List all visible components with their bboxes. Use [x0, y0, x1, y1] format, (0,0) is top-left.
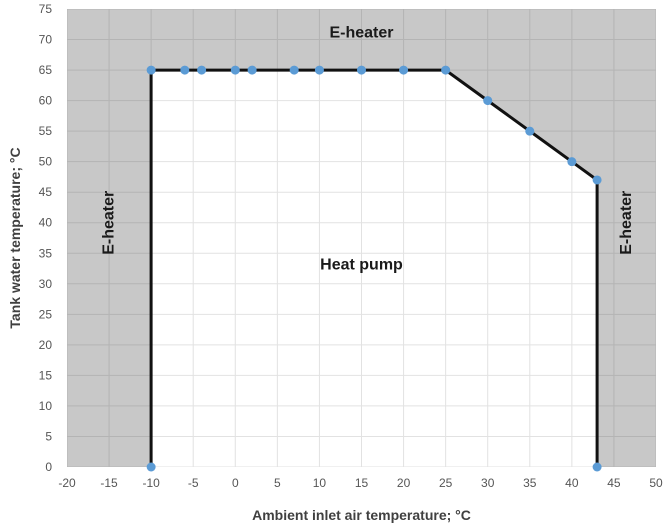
- heat-pump-region: [151, 70, 598, 467]
- x-tick-label: 30: [481, 476, 495, 490]
- x-tick-label: -10: [142, 476, 160, 490]
- region-label: Heat pump: [320, 257, 403, 274]
- y-tick-label: 40: [39, 216, 53, 230]
- y-tick-label: 45: [39, 185, 53, 199]
- data-point: [441, 65, 451, 75]
- x-tick-label: 45: [607, 476, 621, 490]
- x-tick-label: 50: [649, 476, 663, 490]
- x-tick-label: 5: [274, 476, 281, 490]
- y-tick-label: 75: [39, 2, 53, 16]
- y-tick-label: 30: [39, 277, 53, 291]
- data-point: [399, 65, 409, 75]
- data-point: [483, 96, 493, 106]
- data-point: [146, 462, 156, 472]
- y-tick-label: 10: [39, 399, 53, 413]
- data-point: [525, 126, 535, 136]
- data-point: [289, 65, 299, 75]
- operating-boundary-line: [149, 68, 599, 467]
- y-tick-labels: 0 5 10 15 20 25 30 35 40 45 50 55 60 65 70 75: [39, 2, 53, 474]
- x-axis-title: Ambient inlet air temperature; °C: [252, 507, 471, 523]
- y-tick-label: 15: [39, 368, 53, 382]
- y-tick-label: 5: [45, 429, 52, 443]
- data-point: [197, 65, 207, 75]
- y-tick-label: 70: [39, 33, 53, 47]
- x-tick-label: -5: [188, 476, 199, 490]
- x-tick-label: 0: [232, 476, 239, 490]
- region-label: E-heater: [329, 25, 393, 42]
- x-tick-label: 15: [355, 476, 369, 490]
- y-tick-label: 65: [39, 63, 53, 77]
- y-tick-label: 20: [39, 338, 53, 352]
- data-point: [230, 65, 240, 75]
- region-label: E-heater: [100, 191, 117, 255]
- x-tick-label: -15: [100, 476, 118, 490]
- y-tick-label: 60: [39, 94, 53, 108]
- x-tick-labels: -20 -15 -10 -5 0 5 10 15 20 25 30 35 40 45 50: [58, 476, 663, 490]
- y-tick-label: 25: [39, 307, 53, 321]
- x-tick-label: 35: [523, 476, 537, 490]
- x-tick-label: 20: [397, 476, 411, 490]
- data-point: [592, 175, 602, 185]
- region-labels: E-heater E-heater E-heater Heat pump: [100, 25, 634, 274]
- data-markers: [146, 65, 602, 472]
- data-point: [592, 462, 602, 472]
- y-axis-title: Tank water temperature; °C: [7, 147, 23, 328]
- y-tick-label: 35: [39, 246, 53, 260]
- x-tick-label: 25: [439, 476, 453, 490]
- region-label: E-heater: [618, 191, 635, 255]
- data-point: [146, 65, 156, 75]
- data-point: [357, 65, 366, 75]
- data-point: [314, 65, 324, 75]
- y-tick-label: 55: [39, 124, 53, 138]
- x-tick-label: 40: [565, 476, 579, 490]
- data-point: [180, 65, 190, 75]
- x-tick-label: 10: [313, 476, 327, 490]
- y-tick-label: 0: [45, 460, 52, 474]
- data-point: [567, 157, 577, 167]
- data-point: [247, 65, 257, 75]
- x-tick-label: -20: [58, 476, 76, 490]
- y-tick-label: 50: [39, 155, 53, 169]
